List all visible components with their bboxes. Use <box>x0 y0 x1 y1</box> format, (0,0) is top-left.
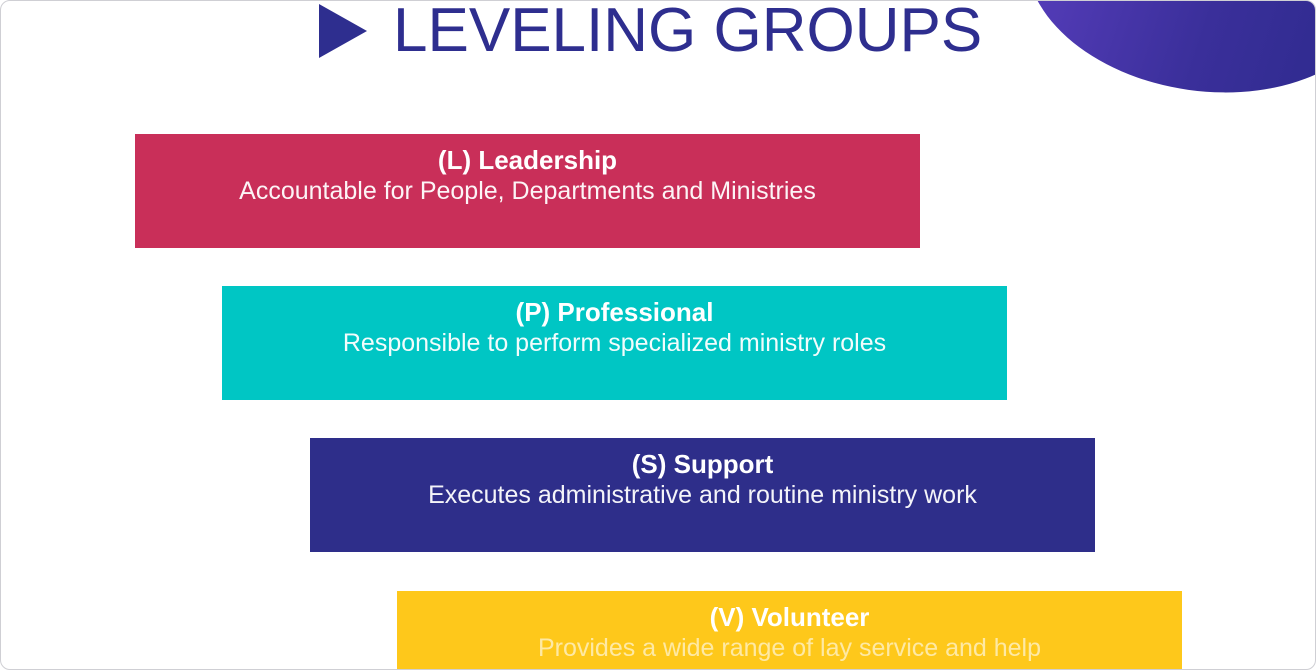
level-block-support: (S) Support Executes administrative and … <box>310 438 1095 552</box>
level-description: Provides a wide range of lay service and… <box>537 634 1042 662</box>
level-description: Responsible to perform specialized minis… <box>342 329 887 357</box>
title-row: LEVELING GROUPS <box>319 0 983 67</box>
level-title: (P) Professional <box>515 297 714 327</box>
corner-accent-shape <box>1010 1 1315 115</box>
slide-title: LEVELING GROUPS <box>393 0 983 65</box>
level-block-professional: (P) Professional Responsible to perform … <box>222 286 1007 400</box>
level-title: (L) Leadership <box>437 145 618 175</box>
level-block-leadership: (L) Leadership Accountable for People, D… <box>135 134 920 248</box>
level-title: (S) Support <box>631 449 774 479</box>
level-description: Executes administrative and routine mini… <box>428 481 977 509</box>
play-triangle-icon <box>319 4 367 58</box>
level-title: (V) Volunteer <box>709 602 870 632</box>
level-block-volunteer: (V) Volunteer Provides a wide range of l… <box>397 591 1182 669</box>
level-description: Accountable for People, Departments and … <box>239 177 816 205</box>
